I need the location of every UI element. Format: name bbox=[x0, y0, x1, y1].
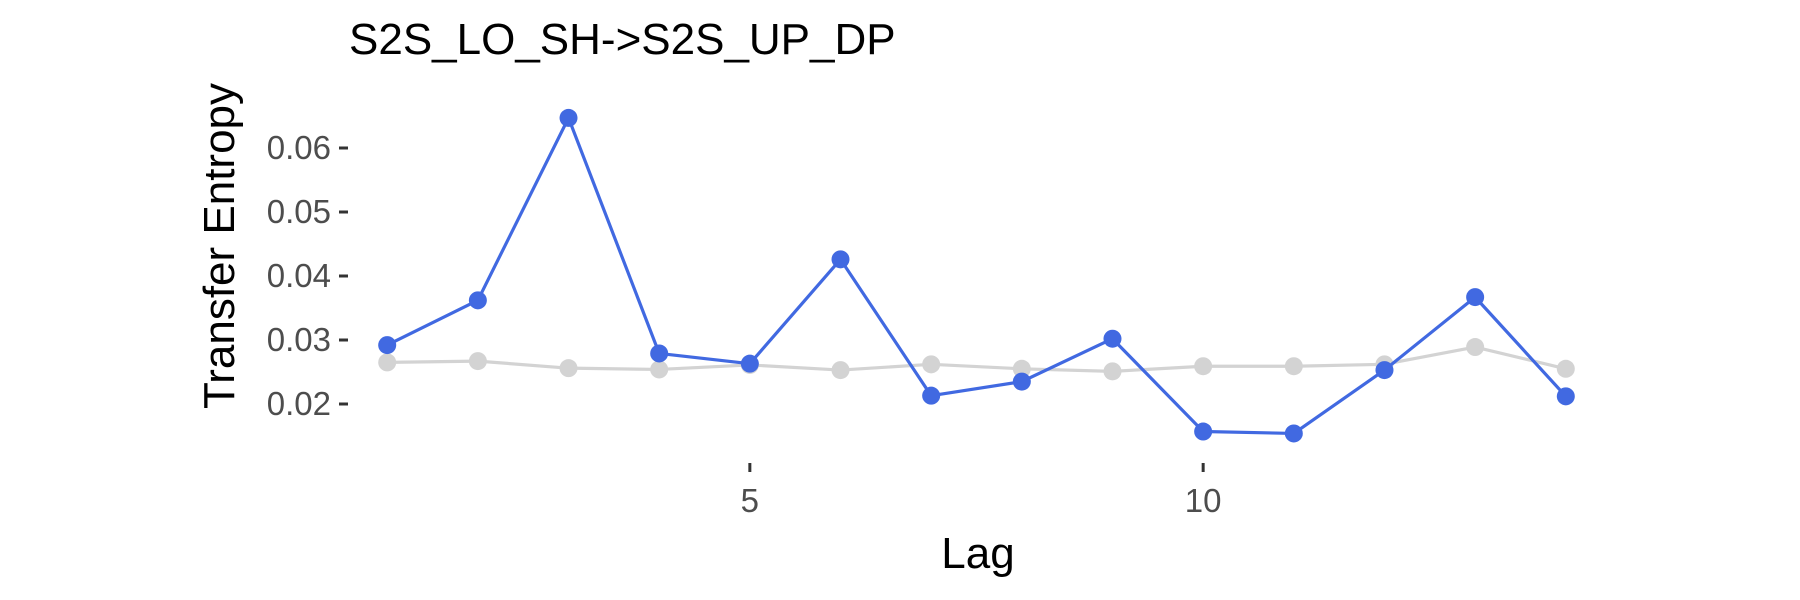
y-tick-label: 0.06 bbox=[267, 129, 331, 166]
series-0-point bbox=[740, 354, 759, 373]
series-1-point bbox=[1466, 338, 1485, 357]
y-axis-title: Transfer Entropy bbox=[195, 83, 244, 409]
series-0-point bbox=[650, 344, 669, 363]
series-0-point bbox=[922, 386, 941, 405]
y-tick-label: 0.03 bbox=[267, 321, 331, 358]
series-1-point bbox=[1284, 357, 1303, 376]
y-axis: 0.02 0.03 0.04 0.05 0.06 bbox=[267, 129, 348, 422]
series-0-point bbox=[1194, 422, 1213, 441]
series-1-point bbox=[1194, 357, 1213, 376]
series-1-line bbox=[387, 345, 1567, 373]
series-0-point bbox=[1556, 387, 1575, 406]
x-axis-title: Lag bbox=[941, 529, 1014, 578]
y-tick-label: 0.04 bbox=[267, 257, 331, 294]
series-0-point bbox=[559, 108, 578, 127]
series-layer bbox=[378, 108, 1575, 443]
series-1-point bbox=[378, 353, 397, 372]
series-1-point bbox=[1103, 362, 1122, 381]
series-0 bbox=[378, 108, 1575, 443]
series-1-point bbox=[559, 359, 578, 378]
series-0-line bbox=[386, 116, 1567, 436]
x-tick-label: 10 bbox=[1185, 482, 1222, 519]
series-0-point bbox=[468, 291, 487, 310]
series-1-point bbox=[650, 360, 669, 379]
series-1 bbox=[378, 338, 1575, 381]
y-tick-label: 0.05 bbox=[267, 193, 331, 230]
series-1-point bbox=[468, 352, 487, 371]
series-1-point bbox=[1012, 359, 1031, 378]
series-0-point bbox=[1012, 372, 1031, 391]
x-tick-label: 5 bbox=[741, 482, 759, 519]
series-1-point bbox=[1556, 359, 1575, 378]
series-0-point bbox=[1103, 329, 1122, 348]
chart-title: S2S_LO_SH->S2S_UP_DP bbox=[349, 15, 896, 64]
x-axis: 5 10 bbox=[741, 463, 1222, 519]
series-1-point bbox=[831, 361, 850, 380]
y-tick-label: 0.02 bbox=[267, 385, 331, 422]
series-0-point bbox=[1466, 288, 1485, 307]
series-0-point bbox=[1284, 424, 1303, 443]
series-0-point bbox=[831, 250, 850, 269]
series-1-point bbox=[922, 355, 941, 374]
series-0-point bbox=[1375, 361, 1394, 380]
series-0-point bbox=[378, 336, 397, 355]
